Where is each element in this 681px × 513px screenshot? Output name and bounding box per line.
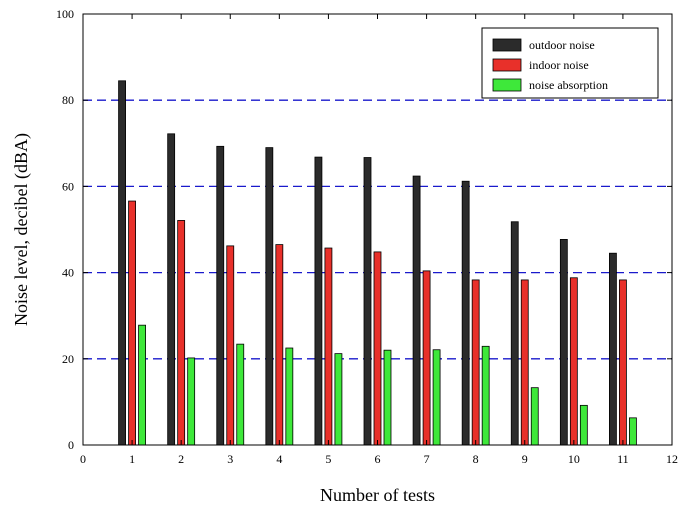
bar-noise-absorption-5	[334, 353, 343, 446]
x-tick-label: 10	[568, 452, 580, 466]
legend-swatch-indoor-noise	[492, 58, 522, 72]
bar-indoor-noise-11	[619, 279, 627, 446]
bar-indoor-noise-3	[226, 245, 235, 446]
bar-noise-absorption-1	[138, 324, 146, 446]
bar-outdoor-noise-3	[216, 145, 225, 446]
y-tick-labels: 0 20 40 60 80 100	[56, 7, 74, 452]
bar-noise-absorption-10	[579, 404, 588, 446]
legend-swatch-noise-absorption	[492, 78, 522, 92]
bar-outdoor-noise-4	[265, 147, 274, 446]
bar-indoor-noise-4	[275, 244, 284, 446]
plot-frame	[82, 13, 673, 446]
bar-outdoor-noise-9	[510, 221, 519, 446]
bar-noise-absorption-2	[187, 357, 196, 446]
bar-indoor-noise-1	[128, 200, 136, 446]
bar-outdoor-noise-8	[461, 180, 470, 446]
bar-noise-absorption-11	[629, 417, 637, 446]
bar-noise-absorption-8	[481, 345, 490, 446]
x-tick-label: 7	[424, 452, 430, 466]
x-tick-label: 0	[80, 452, 86, 466]
x-tick-label: 2	[178, 452, 184, 466]
bar-outdoor-noise-5	[314, 156, 323, 446]
bar-noise-absorption-3	[236, 343, 245, 446]
x-tick-label: 6	[375, 452, 381, 466]
x-tick-label: 11	[617, 452, 629, 466]
bar-indoor-noise-9	[520, 279, 529, 446]
legend-label-indoor-noise: indoor noise	[529, 58, 589, 72]
y-tick-label: 100	[56, 7, 74, 21]
bar-indoor-noise-2	[177, 220, 186, 446]
x-tick-labels: 0 1 2 3 4 5 6 7 8 9 10 11 12	[80, 452, 678, 466]
bar-outdoor-noise-6	[363, 157, 372, 446]
x-tick-label: 12	[666, 452, 678, 466]
legend-label-noise-absorption: noise absorption	[529, 78, 608, 92]
bar-indoor-noise-5	[324, 247, 333, 446]
bar-indoor-noise-7	[422, 270, 431, 446]
bar-noise-absorption-6	[383, 349, 392, 446]
bars	[118, 80, 637, 446]
bar-indoor-noise-10	[569, 277, 578, 446]
x-tick-label: 1	[129, 452, 135, 466]
x-tick-label: 3	[227, 452, 233, 466]
y-tick-label: 80	[62, 93, 74, 107]
bar-outdoor-noise-1	[118, 80, 126, 446]
bar-outdoor-noise-7	[412, 175, 421, 446]
x-axis-label: Number of tests	[320, 485, 435, 505]
legend: outdoor noise indoor noise noise absorptio…	[481, 27, 659, 99]
bar-outdoor-noise-10	[559, 239, 568, 446]
legend-label-outdoor-noise: outdoor noise	[529, 38, 595, 52]
x-tick-label: 4	[276, 452, 282, 466]
y-axis-label: Noise level, decibel (dBA)	[11, 133, 32, 326]
bar-outdoor-noise-11	[609, 252, 617, 446]
bar-noise-absorption-7	[432, 349, 441, 446]
y-tick-label: 0	[68, 438, 74, 452]
legend-swatch-outdoor-noise	[492, 38, 522, 52]
bar-indoor-noise-8	[471, 279, 480, 446]
y-tick-label: 60	[62, 179, 74, 193]
bar-outdoor-noise-2	[167, 133, 176, 446]
bar-noise-absorption-4	[285, 347, 294, 446]
bar-noise-absorption-9	[530, 387, 539, 446]
bar-indoor-noise-6	[373, 251, 382, 446]
x-tick-label: 5	[325, 452, 331, 466]
y-tick-label: 40	[62, 266, 74, 280]
x-tick-label: 8	[473, 452, 479, 466]
x-tick-label: 9	[522, 452, 528, 466]
y-tick-label: 20	[62, 352, 74, 366]
